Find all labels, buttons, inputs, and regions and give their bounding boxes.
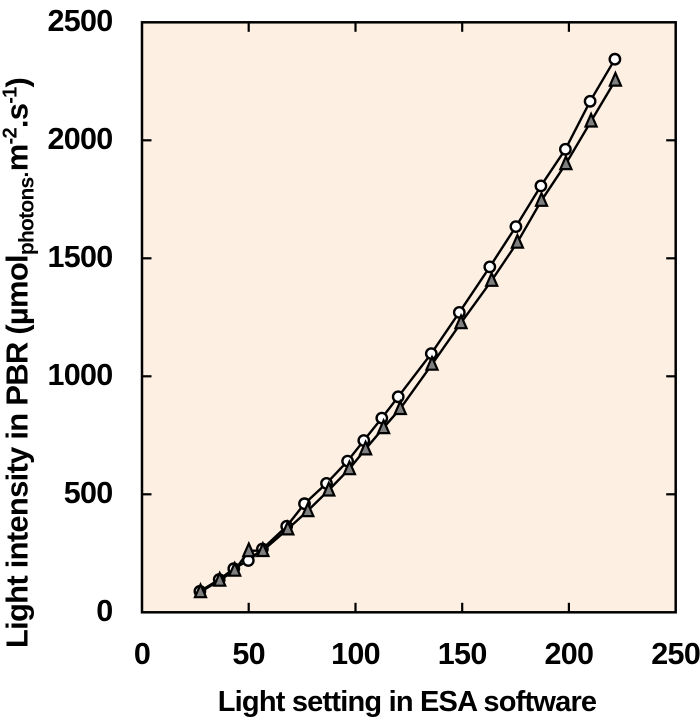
svg-text:2000: 2000 [47, 122, 112, 156]
svg-text:0: 0 [96, 594, 112, 628]
svg-text:150: 150 [438, 637, 487, 671]
svg-text:1000: 1000 [47, 358, 112, 392]
svg-text:50: 50 [232, 637, 265, 671]
svg-text:250: 250 [651, 637, 700, 671]
svg-text:1500: 1500 [47, 240, 112, 274]
svg-text:200: 200 [545, 637, 594, 671]
svg-text:2500: 2500 [47, 4, 112, 38]
svg-text:500: 500 [64, 476, 113, 510]
svg-text:Light setting in ESA software: Light setting in ESA software [218, 686, 597, 718]
svg-text:0: 0 [134, 637, 150, 671]
svg-text:100: 100 [331, 637, 380, 671]
svg-text:Light intensity in PBR (µmolph: Light intensity in PBR (µmolphotons·m-2.… [0, 78, 39, 648]
